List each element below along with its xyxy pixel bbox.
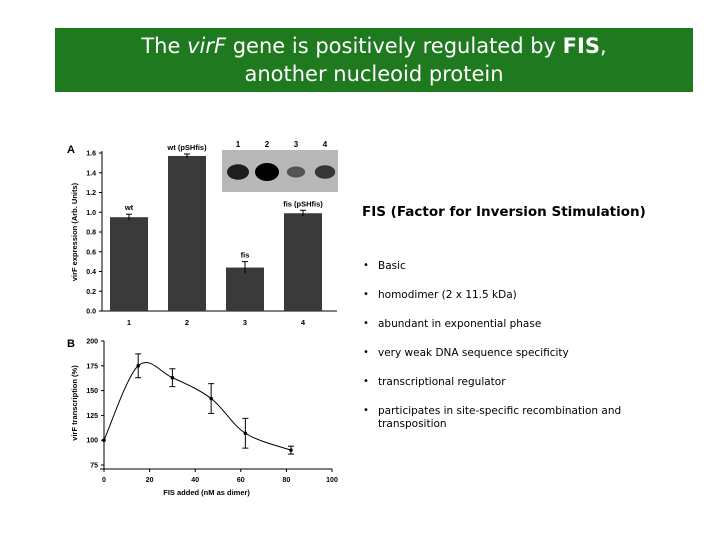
slide-title-bar: The virF gene is positively regulated by… [55, 28, 693, 92]
panel-b-data-point [209, 396, 213, 401]
gel-lane-label: 4 [323, 140, 328, 149]
panel-a-bar [110, 217, 148, 311]
bullet-text: transcriptional regulator [378, 376, 506, 388]
bullet-dot-icon: • [363, 376, 369, 387]
slide-title-line-1: The virF gene is positively regulated by… [55, 34, 693, 58]
panel-a-y-tick-label: 1.0 [86, 210, 96, 217]
panel-b-y-tick-label: 200 [86, 339, 98, 346]
panel-b-data-point [136, 364, 140, 368]
panel-b-y-tick-label: 100 [86, 438, 98, 445]
panel-b-y-tick-label: 175 [86, 363, 98, 370]
bullet-text: abundant in exponential phase [378, 318, 542, 330]
gel-band [255, 163, 279, 181]
panel-b-data-point [170, 375, 175, 380]
panel-b-series-line [103, 362, 292, 451]
bullet-dot-icon: • [363, 289, 369, 300]
title-text-2: gene is positively regulated by [226, 34, 563, 58]
panel-b-data-point [289, 448, 293, 452]
gel-band [227, 164, 249, 180]
panel-a-x-tick-label: 3 [243, 318, 247, 327]
panel-b-y-tick-label: 75 [90, 463, 98, 470]
gel-band [314, 165, 336, 179]
panel-b-x-tick-label: 100 [326, 477, 338, 484]
title-fis: FIS [562, 34, 600, 58]
panel-a-bar-label: wt [124, 203, 134, 212]
panel-b-y-axis-label: virF transcription (%) [70, 365, 79, 441]
panel-b-y-tick-label: 150 [86, 388, 98, 395]
panel-a-y-tick-label: 0.8 [86, 230, 96, 237]
figure-panels: A 0.0 0.2 0.4 0.6 0.8 1.0 1.2 1.4 1.6 virF express… [67, 140, 338, 497]
panel-a-x-tick-label: 4 [301, 318, 306, 327]
gel-band [286, 166, 306, 178]
bullet-dot-icon: • [363, 347, 369, 358]
bullet-text: participates in site-specific recombinat… [378, 405, 622, 430]
panel-a-y-tick-label: 0.0 [86, 309, 96, 316]
panel-a-bar-label: wt (pSHfis) [166, 143, 207, 152]
panel-b-x-tick-label: 60 [237, 477, 245, 484]
bullet-text: Basic [378, 260, 406, 272]
panel-b-y-tick-label: 125 [86, 413, 98, 420]
title-text-3: , [599, 34, 607, 58]
fis-heading: FIS (Factor for Inversion Stimulation) [362, 204, 646, 220]
list-item: • abundant in exponential phase [363, 318, 663, 331]
fis-properties-list: • Basic • homodimer (2 x 11.5 kDa) • abundant… [363, 260, 663, 431]
title-gene-name: virF [187, 34, 227, 58]
panel-b-data-point [102, 438, 106, 443]
slide-title-line-2: another nucleoid protein [244, 62, 504, 86]
panel-a-bar [168, 155, 206, 311]
panel-a-y-axis-label: virF expression (Arb. Units) [70, 182, 79, 281]
panel-b-x-tick-label: 20 [146, 477, 154, 484]
title-text-1: The [141, 34, 188, 58]
bullet-dot-icon: • [363, 260, 369, 271]
panel-b-x-axis-label: FIS added (nM as dimer) [163, 488, 250, 497]
gel-lane-label: 3 [294, 140, 299, 149]
panel-b-data-point [243, 431, 248, 436]
panel-a-label: A [67, 144, 75, 156]
panel-a-x-tick-label: 2 [185, 318, 189, 327]
panel-a-bar-label: fis (pSHfis) [283, 199, 323, 208]
bullet-dot-icon: • [363, 318, 369, 329]
bullet-text: very weak DNA sequence specificity [378, 347, 569, 359]
panel-b-x-tick-label: 40 [191, 477, 199, 484]
panel-a-bar [226, 267, 264, 311]
panel-a-y-tick-label: 1.2 [86, 190, 96, 197]
panel-a-bar-label: fis [241, 251, 250, 260]
panel-b-label: B [67, 338, 75, 350]
gel-lane-label: 2 [265, 140, 270, 149]
panel-b-x-tick-label: 80 [283, 477, 291, 484]
panel-a-y-tick-label: 0.6 [86, 249, 96, 256]
list-item: • transcriptional regulator [363, 376, 663, 389]
panel-a-bar [284, 213, 322, 311]
bullet-dot-icon: • [363, 405, 369, 416]
list-item: • Basic [363, 260, 663, 273]
panel-a-x-tick-label: 1 [127, 318, 131, 327]
list-item: • participates in site-specific recombina… [363, 405, 663, 431]
bullet-text: homodimer (2 x 11.5 kDa) [378, 289, 517, 301]
panel-a-y-tick-label: 1.4 [86, 170, 96, 177]
list-item: • homodimer (2 x 11.5 kDa) [363, 289, 663, 302]
list-item: • very weak DNA sequence specificity [363, 347, 663, 360]
panel-a-y-tick-label: 1.6 [86, 151, 96, 158]
panel-a-y-tick-label: 0.2 [86, 289, 96, 296]
panel-a-y-tick-label: 0.4 [86, 269, 96, 276]
panel-b-x-tick-label: 0 [102, 477, 106, 484]
gel-lane-label: 1 [236, 140, 241, 149]
